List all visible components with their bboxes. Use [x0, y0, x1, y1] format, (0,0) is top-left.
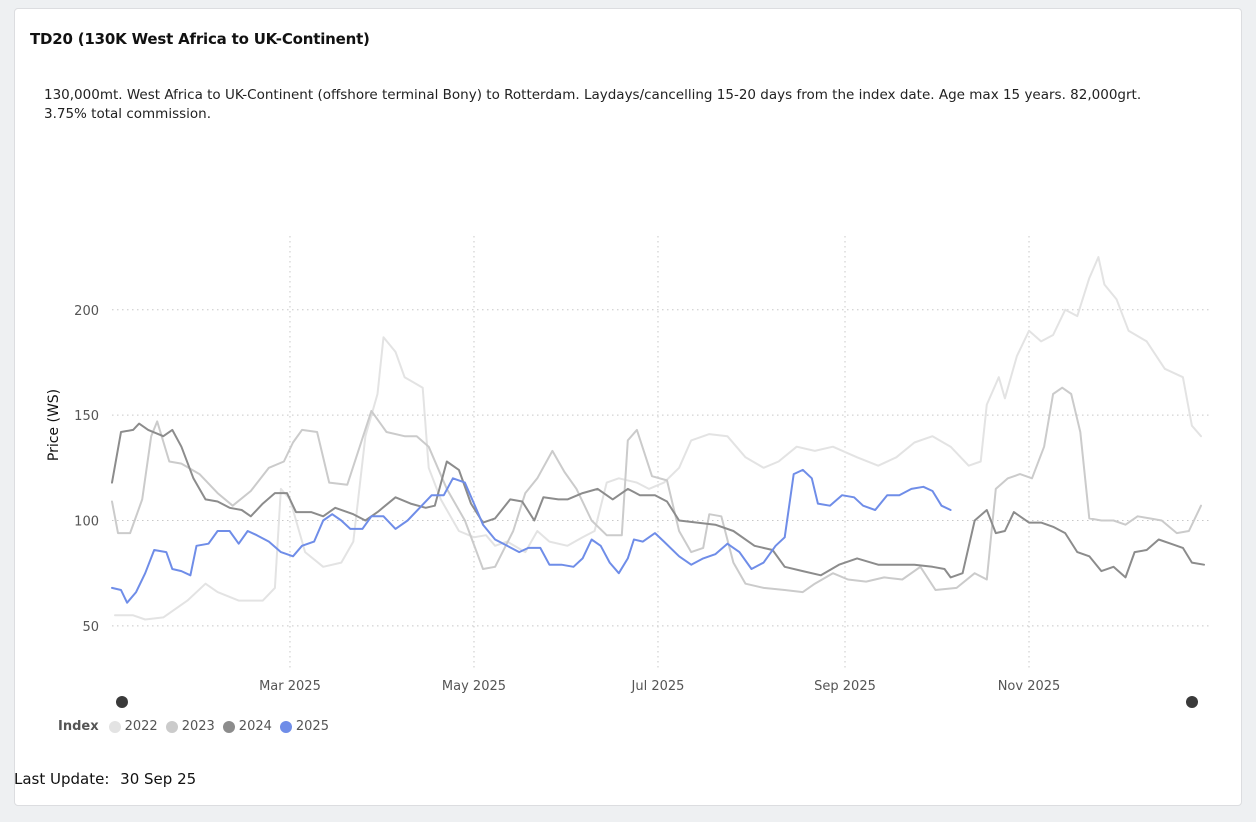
- last-update: Last Update: 30 Sep 25: [14, 770, 196, 788]
- scroll-handle-left[interactable]: [116, 696, 128, 708]
- legend-item-2022[interactable]: 2022: [108, 719, 158, 734]
- legend-label: 2023: [181, 719, 215, 734]
- legend-marker-icon: [108, 720, 121, 733]
- legend-marker-icon: [165, 720, 178, 733]
- last-update-label: Last Update:: [14, 770, 110, 788]
- x-tick-label: Jul 2025: [631, 679, 685, 694]
- chart-card: [14, 8, 1242, 806]
- legend-item-2024[interactable]: 2024: [222, 719, 272, 734]
- legend: Index 2022 2023 2024 2025: [58, 719, 337, 734]
- chart-title: TD20 (130K West Africa to UK-Continent): [30, 30, 370, 48]
- legend-marker-icon: [222, 720, 235, 733]
- x-tick-label: Sep 2025: [814, 679, 876, 694]
- series-line-2025: [111, 468, 952, 604]
- y-tick-label: 50: [82, 620, 99, 635]
- x-tick-label: May 2025: [442, 679, 506, 694]
- y-axis-label: Price (WS): [46, 389, 62, 461]
- scroll-handle-right[interactable]: [1186, 696, 1198, 708]
- legend-label: 2025: [295, 719, 329, 734]
- y-tick-label: 150: [74, 409, 99, 424]
- x-axis-ticks: Mar 2025 May 2025 Jul 2025 Sep 2025 Nov 2025: [259, 679, 1060, 694]
- series-line-2024: [111, 422, 1205, 579]
- legend-item-2023[interactable]: 2023: [165, 719, 215, 734]
- y-tick-label: 200: [74, 304, 99, 319]
- legend-label: 2024: [238, 719, 272, 734]
- legend-title: Index: [58, 719, 99, 734]
- y-tick-label: 100: [74, 514, 99, 529]
- x-tick-label: Nov 2025: [998, 679, 1061, 694]
- gridlines: [112, 236, 1210, 668]
- legend-marker-icon: [279, 720, 292, 733]
- y-axis-ticks: 50 100 150 200: [74, 304, 99, 635]
- x-tick-label: Mar 2025: [259, 679, 321, 694]
- chart-description: 130,000mt. West Africa to UK-Continent (…: [44, 87, 1142, 122]
- series-line-2022: [114, 256, 1202, 621]
- legend-item-2025[interactable]: 2025: [279, 719, 329, 734]
- series-line-2023: [111, 386, 1202, 594]
- series-lines: [111, 256, 1205, 621]
- last-update-value: 30 Sep 25: [120, 770, 197, 788]
- legend-label: 2022: [124, 719, 158, 734]
